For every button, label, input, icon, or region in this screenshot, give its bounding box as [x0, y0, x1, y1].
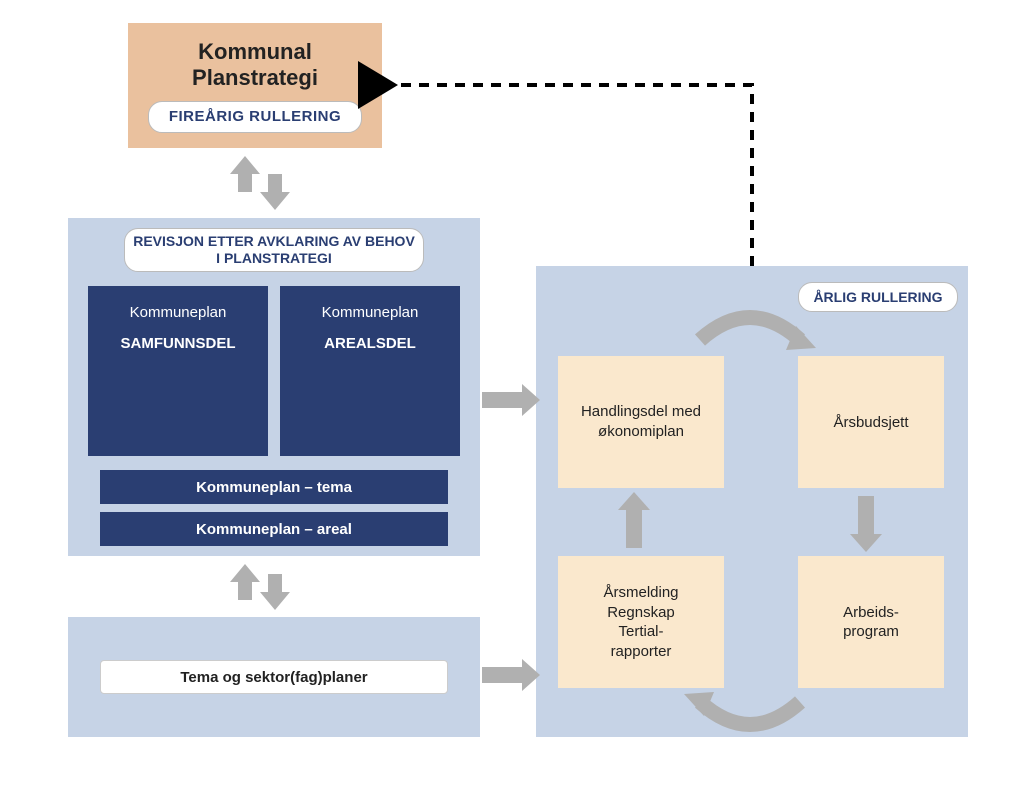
top-pill: FIREÅRIG RULLERING [148, 101, 362, 133]
box3-l4: rapporter [611, 642, 672, 662]
top-panel: Kommunal Planstrategi FIREÅRIG RULLERING [128, 23, 382, 148]
box-arsmelding: Årsmelding Regnskap Tertial- rapporter [558, 556, 724, 688]
diagram-stage: Kommunal Planstrategi FIREÅRIG RULLERING… [0, 0, 1024, 797]
arrow-bottom-to-right [482, 659, 540, 691]
bar-tema: Kommuneplan – tema [100, 470, 448, 504]
box-arsbudsjett: Årsbudsjett [798, 356, 944, 488]
box4-l1: Arbeids- [843, 603, 899, 623]
box4-l2: program [843, 622, 899, 642]
arrow-left-to-bottom [230, 564, 290, 610]
plan2-line1: Kommuneplan [322, 304, 419, 321]
box3-l2: Regnskap [607, 603, 675, 623]
top-title-line1: Kommunal [198, 39, 312, 65]
top-title-line2: Planstrategi [192, 65, 318, 91]
right-pill: ÅRLIG RULLERING [798, 282, 958, 312]
box3-l3: Tertial- [618, 622, 663, 642]
bottom-pill: Tema og sektor(fag)planer [100, 660, 448, 694]
box-arbeidsprogram: Arbeids- program [798, 556, 944, 688]
plan1-line1: Kommuneplan [130, 304, 227, 321]
box-arsbudsjett-text: Årsbudsjett [833, 414, 908, 431]
box-handlingsdel-text: Handlingsdel med økonomiplan [558, 402, 724, 443]
left-panel-pill: REVISJON ETTER AVKLARING AV BEHOV I PLAN… [124, 228, 424, 272]
bar-areal: Kommuneplan – areal [100, 512, 448, 546]
plan1-line2: SAMFUNNSDEL [121, 335, 236, 352]
left-panel-pill-text: REVISJON ETTER AVKLARING AV BEHOV I PLAN… [133, 233, 415, 268]
plan-arealsdel: Kommuneplan AREALSDEL [280, 286, 460, 456]
box3-l1: Årsmelding [603, 583, 678, 603]
arrow-top-to-left [230, 156, 290, 210]
plan-samfunnsdel: Kommuneplan SAMFUNNSDEL [88, 286, 268, 456]
bottom-panel: Tema og sektor(fag)planer [68, 617, 480, 737]
arrow-left-to-right [482, 384, 540, 416]
plan2-line2: AREALSDEL [324, 335, 416, 352]
box-handlingsdel: Handlingsdel med økonomiplan [558, 356, 724, 488]
